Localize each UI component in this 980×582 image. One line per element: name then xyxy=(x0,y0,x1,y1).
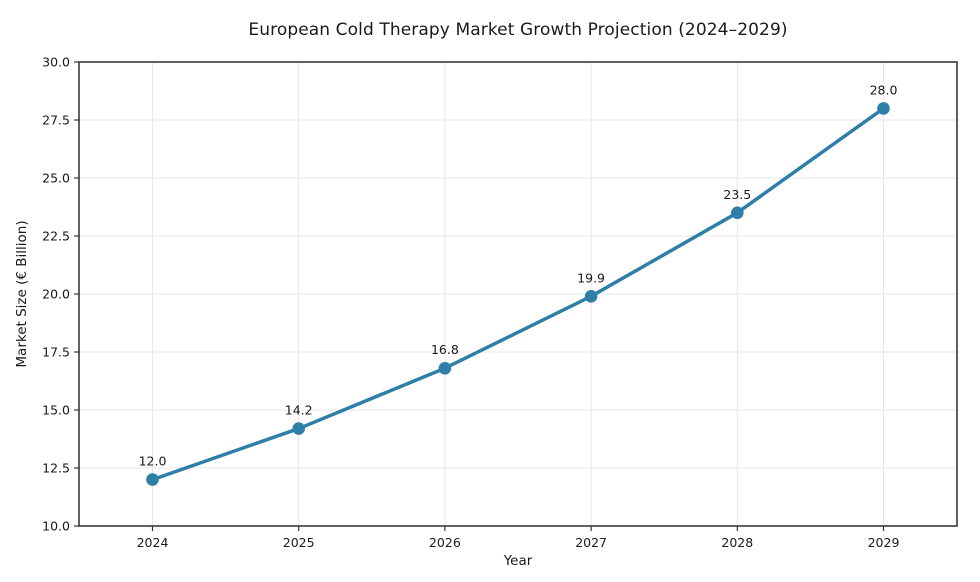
point-label: 14.2 xyxy=(285,403,313,418)
y-tick-label: 10.0 xyxy=(42,518,70,533)
y-tick-label: 25.0 xyxy=(42,170,70,185)
x-tick-label: 2024 xyxy=(137,535,169,550)
data-point xyxy=(146,473,159,486)
x-tick-label: 2029 xyxy=(868,535,900,550)
y-tick-label: 30.0 xyxy=(42,54,70,69)
data-line xyxy=(150,106,886,482)
y-tick-label: 12.5 xyxy=(42,460,70,475)
data-point xyxy=(877,102,890,115)
point-label: 23.5 xyxy=(723,187,751,202)
point-label: 28.0 xyxy=(870,82,898,97)
data-point xyxy=(584,290,598,303)
x-tick-label: 2027 xyxy=(575,535,607,550)
data-point xyxy=(438,361,452,375)
x-tick-label: 2028 xyxy=(721,535,753,550)
y-tick-label: 15.0 xyxy=(42,402,70,417)
y-tick-label: 27.5 xyxy=(42,112,70,127)
x-axis-title: Year xyxy=(503,553,533,569)
point-label: 19.9 xyxy=(577,270,605,285)
y-tick-label: 20.0 xyxy=(42,286,70,301)
x-tick-label: 2025 xyxy=(283,535,315,550)
point-label: 12.0 xyxy=(139,454,167,469)
chart-title: European Cold Therapy Market Growth Proj… xyxy=(248,20,788,40)
x-tick-label: 2026 xyxy=(429,535,461,550)
point-label: 16.8 xyxy=(431,342,459,357)
data-point xyxy=(731,206,744,220)
y-tick-label: 22.5 xyxy=(42,228,70,243)
y-tick-label: 17.5 xyxy=(42,344,70,359)
data-point xyxy=(292,422,306,435)
